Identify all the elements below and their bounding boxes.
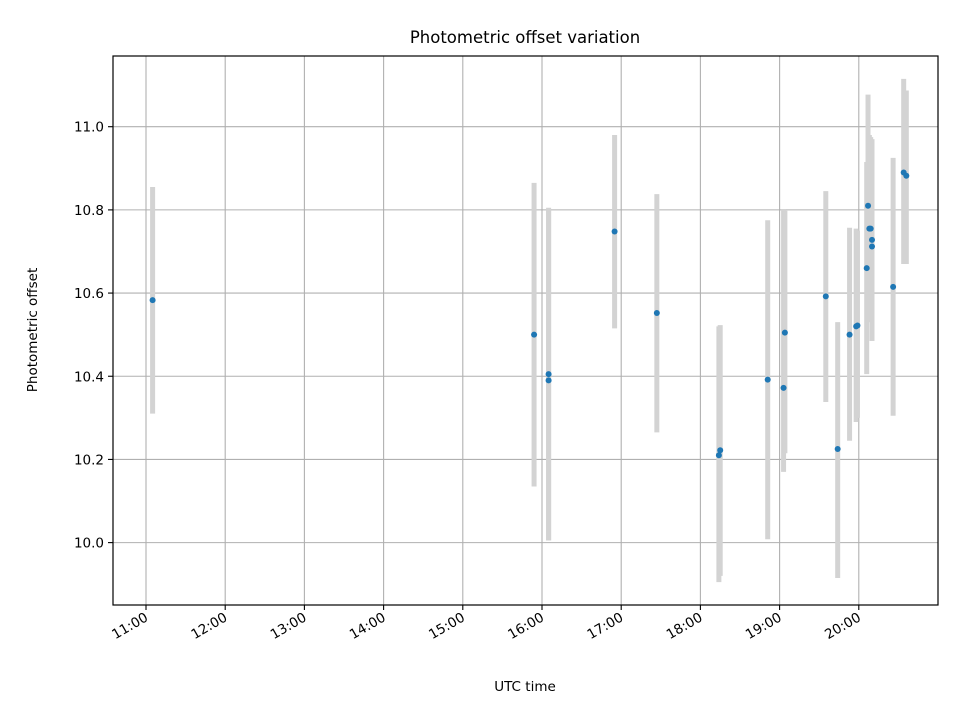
y-tick-label: 10.4 <box>74 369 104 385</box>
y-tick-label: 11.0 <box>74 120 104 136</box>
y-tick-label: 10.0 <box>74 536 104 552</box>
y-axis-label: Photometric offset <box>25 268 41 392</box>
data-point <box>869 236 875 243</box>
y-tick-label: 10.6 <box>74 286 104 302</box>
data-point <box>149 297 156 304</box>
data-point <box>717 447 724 454</box>
data-point <box>653 310 660 317</box>
y-tick-label: 10.8 <box>74 203 104 219</box>
data-point <box>545 377 552 384</box>
y-tick-label: 10.2 <box>74 452 104 468</box>
data-point <box>869 243 875 250</box>
data-point <box>865 202 872 209</box>
x-axis-label: UTC time <box>494 679 556 695</box>
data-point <box>545 371 552 378</box>
data-point <box>531 331 538 338</box>
data-point <box>854 322 861 329</box>
data-point <box>611 228 618 235</box>
data-point <box>764 376 771 383</box>
data-point <box>780 384 787 391</box>
data-point <box>715 452 722 459</box>
data-point <box>867 225 874 232</box>
data-point <box>822 293 829 300</box>
chart-title: Photometric offset variation <box>410 28 640 47</box>
data-point <box>781 329 788 336</box>
plot-area-frame <box>112 55 939 606</box>
data-point <box>834 446 841 453</box>
point-layer <box>149 169 910 459</box>
data-point <box>863 265 870 272</box>
data-point <box>846 331 853 338</box>
data-point <box>890 283 897 290</box>
data-point <box>903 172 910 179</box>
